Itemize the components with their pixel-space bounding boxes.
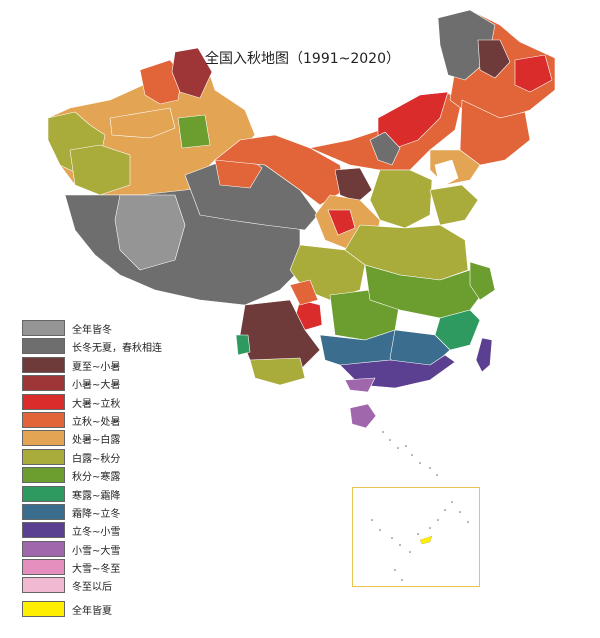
- legend: 全年皆冬 长冬无夏，春秋相连 夏至~小暑 小暑~大暑 大暑~立秋 立秋~处暑 处…: [22, 319, 222, 618]
- legend-item: 长冬无夏，春秋相连: [22, 337, 222, 355]
- region-turpan: [177, 114, 211, 149]
- legend-item: 立冬~小雪: [22, 521, 222, 539]
- legend-swatch: [22, 503, 65, 520]
- legend-swatch: [22, 356, 65, 373]
- region-hulunbuir: [477, 39, 511, 79]
- legend-item: 小暑~大暑: [22, 374, 222, 392]
- legend-item: 小雪~大雪: [22, 540, 222, 558]
- legend-item: 大雪~冬至: [22, 558, 222, 576]
- region-ningxia: [334, 167, 373, 203]
- region-grey-strip: [369, 131, 401, 166]
- region-heilong-east: [514, 54, 553, 93]
- region-yangtze: [364, 264, 486, 319]
- legend-swatch: [22, 467, 65, 484]
- region-loess-red: [327, 209, 356, 236]
- legend-swatch: [22, 577, 65, 594]
- region-tianshan: [109, 107, 176, 139]
- region-bohai: [434, 159, 459, 189]
- legend-swatch: [22, 430, 65, 447]
- region-xinjiang-basin: [69, 144, 131, 196]
- region-shandong: [429, 184, 479, 226]
- legend-item: 夏至~小暑: [22, 356, 222, 374]
- legend-label: 立秋~处暑: [72, 416, 121, 428]
- legend-label: 小雪~大雪: [72, 545, 121, 557]
- legend-label: 白露~秋分: [72, 453, 121, 465]
- legend-label: 夏至~小暑: [72, 361, 121, 373]
- legend-swatch: [22, 485, 65, 502]
- legend-item: 白露~秋分: [22, 448, 222, 466]
- legend-item: 秋分~寒露: [22, 466, 222, 484]
- legend-item: 霜降~立冬: [22, 503, 222, 521]
- legend-swatch: [22, 320, 65, 336]
- legend-label: 大雪~冬至: [72, 564, 121, 576]
- legend-item: 处暑~白露: [22, 429, 222, 447]
- region-hebei: [369, 169, 433, 229]
- legend-label: 冬至以后: [72, 582, 112, 594]
- legend-label: 秋分~寒露: [72, 472, 121, 484]
- region-yunnan-west-green: [235, 334, 251, 356]
- legend-item: 全年皆冬: [22, 319, 222, 337]
- region-hainan: [349, 403, 377, 429]
- legend-label: 霜降~立冬: [72, 508, 121, 520]
- region-south-coast-pink: [344, 377, 376, 393]
- legend-label: 处暑~白露: [72, 435, 121, 447]
- legend-swatch: [22, 540, 65, 557]
- legend-label: 立冬~小雪: [72, 527, 121, 539]
- legend-label: 长冬无夏，春秋相连: [72, 343, 162, 355]
- legend-swatch: [22, 338, 65, 355]
- legend-label: 大暑~立秋: [72, 398, 121, 410]
- legend-label: 寒露~霜降: [72, 490, 121, 502]
- map-title: 全国入秋地图（1991~2020）: [205, 51, 400, 67]
- legend-label: 全年皆夏: [72, 605, 112, 617]
- region-taiwan: [475, 337, 493, 373]
- legend-item: 大暑~立秋: [22, 393, 222, 411]
- inset-yellow-island: [419, 535, 433, 545]
- region-tibet-highland: [114, 194, 186, 271]
- legend-swatch: [22, 411, 65, 428]
- region-zhejiang: [469, 261, 496, 301]
- legend-swatch: [22, 522, 65, 539]
- legend-swatch: [22, 600, 65, 617]
- legend-item: 立秋~处暑: [22, 411, 222, 429]
- south-china-sea-inset: [352, 487, 480, 587]
- region-yunnan-south: [249, 357, 306, 386]
- legend-item: 冬至以后: [22, 576, 222, 594]
- region-guizhou-orange: [289, 279, 319, 306]
- legend-swatch: [22, 375, 65, 392]
- legend-label: 全年皆冬: [72, 325, 112, 336]
- legend-label: 小暑~大暑: [72, 380, 121, 392]
- legend-item: 寒露~霜降: [22, 485, 222, 503]
- legend-swatch: [22, 448, 65, 465]
- legend-swatch: [22, 393, 65, 410]
- legend-swatch: [22, 559, 65, 576]
- legend-item: 全年皆夏: [22, 600, 222, 618]
- region-xinjiang-north: [139, 59, 183, 105]
- region-altai: [171, 47, 213, 99]
